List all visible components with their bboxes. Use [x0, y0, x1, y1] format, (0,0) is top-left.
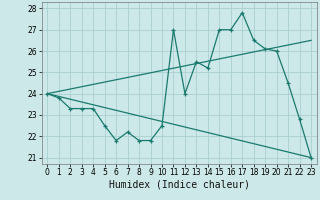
X-axis label: Humidex (Indice chaleur): Humidex (Indice chaleur) [109, 180, 250, 190]
